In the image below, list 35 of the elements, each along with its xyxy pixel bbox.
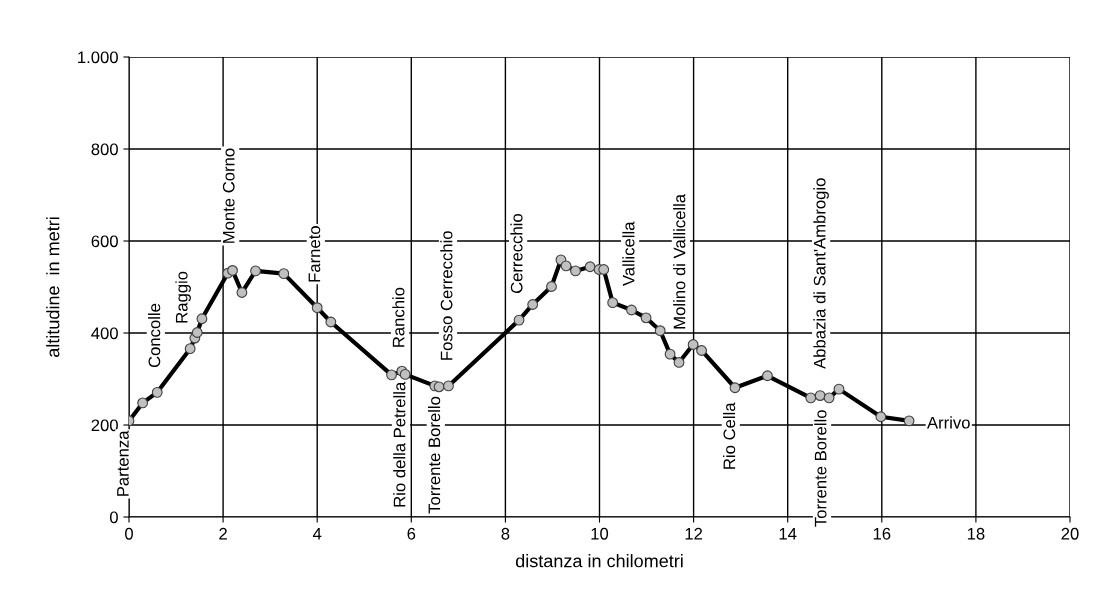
x-tick-label: 16: [873, 527, 891, 540]
x-axis-title: distanza in chilometri: [515, 554, 683, 568]
annotation: Cerrecchio: [510, 214, 523, 294]
y-tick-label: 800: [91, 143, 118, 156]
x-tick-label: 8: [501, 527, 510, 540]
x-tick-label: 12: [685, 527, 703, 540]
annotation: Monte Corno: [222, 148, 235, 243]
annotation: Ranchio: [392, 287, 405, 347]
annotation: Fosso Cerrecchio: [440, 231, 453, 360]
x-tick-label: 14: [779, 528, 797, 540]
annotation: Raggio: [175, 271, 191, 323]
annotation: Torrente Borello: [814, 410, 827, 527]
y-tick-label: 0: [109, 511, 118, 524]
y-tick-label: 600: [91, 235, 118, 248]
annotation: Farneto: [308, 226, 321, 282]
annotation: Rio della Petrella: [393, 381, 406, 507]
y-tick-label: 400: [91, 327, 118, 340]
annotation: Molino di Vallicella: [673, 193, 686, 329]
x-tick-label: 6: [407, 527, 416, 540]
x-tick-label: 10: [591, 527, 609, 540]
y-tick-label: 1.000: [78, 51, 118, 64]
x-tick-label: 4: [312, 528, 322, 540]
x-tick-label: 0: [125, 527, 133, 540]
annotation: Vallicella: [622, 221, 635, 287]
annotation: Concolle: [148, 303, 161, 368]
x-tick-label: 18: [967, 527, 985, 540]
y-axis-title: altitudine in metri: [46, 217, 60, 357]
x-tick-label: 20: [1061, 527, 1079, 540]
annotation: Abbazia di Sant'Ambrogio: [813, 178, 829, 369]
annotation: Arrivo: [927, 416, 970, 429]
annotation: Torrente Borello: [428, 396, 441, 514]
annotation: Rio Cella: [723, 402, 736, 469]
y-tick-label: 200: [91, 419, 118, 432]
x-tick-label: 2: [219, 527, 227, 540]
annotation: Partenza: [117, 430, 129, 496]
